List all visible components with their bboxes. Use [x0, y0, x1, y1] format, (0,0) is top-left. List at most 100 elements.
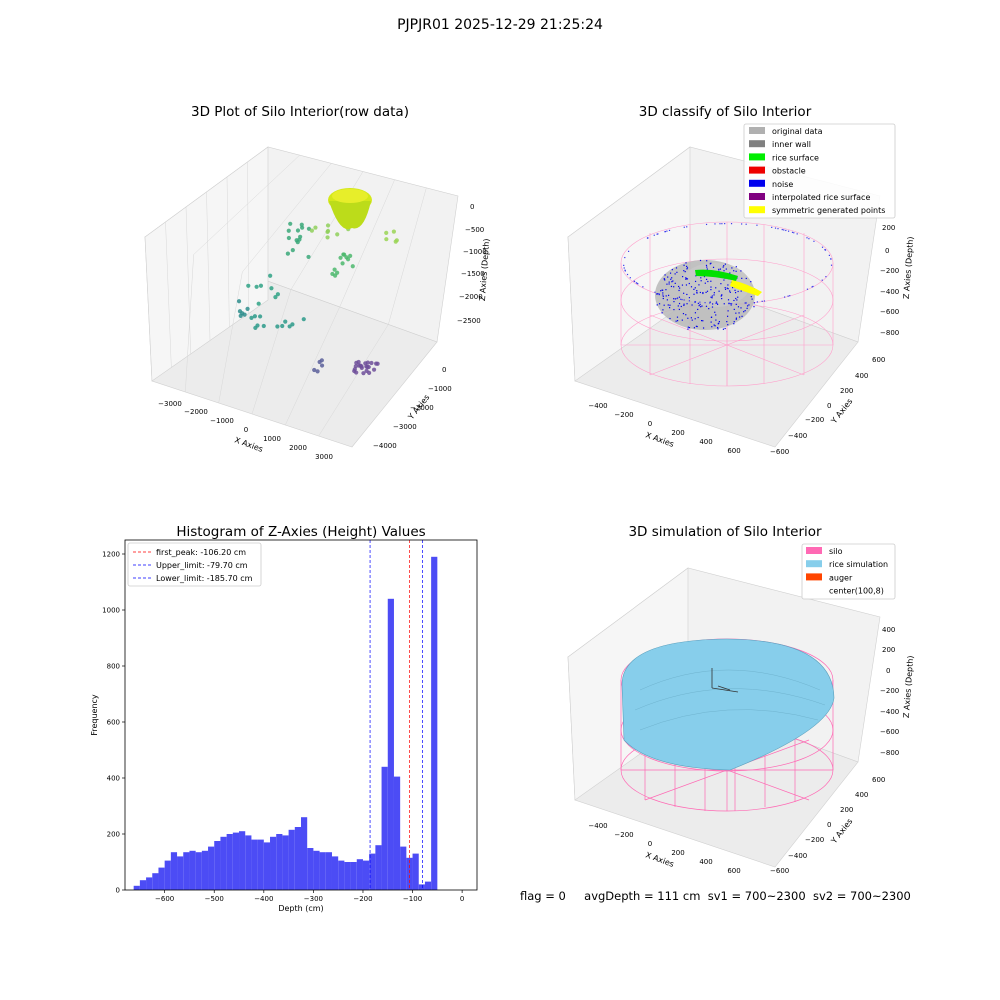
classify-legend-label: noise [772, 180, 793, 189]
histogram-bar [214, 841, 221, 890]
simulation-legend-swatch [806, 573, 822, 581]
histogram-bar [152, 873, 159, 890]
raw-scatter-point [384, 237, 389, 242]
histogram-chart[interactable]: −600 −500 −400 −300 −200 −100 0 0 200 400 600 800 1… [0, 500, 500, 1000]
classify-wall-point [724, 223, 726, 225]
classify-noise-point [720, 295, 722, 297]
histogram-bar [313, 850, 320, 890]
raw-xtick: 0 [244, 426, 248, 434]
histogram-xtick-label: −400 [254, 895, 273, 903]
classify-noise-point [733, 321, 735, 323]
simulation-3d-plot[interactable]: −400 −200 0 200 400 600 X Axies 600 400 … [500, 500, 1000, 900]
histogram-bar [245, 835, 252, 890]
raw-scatter-point [269, 286, 274, 291]
classify-noise-point [696, 289, 698, 292]
classify-noise-point [693, 327, 696, 329]
raw-scatter-point [286, 228, 291, 233]
classify-noise-point [697, 302, 699, 304]
histogram-bar [400, 846, 407, 890]
figure-suptitle: PJPJR01 2025-12-29 21:25:24 [397, 17, 603, 33]
classify-noise-point [729, 290, 731, 292]
classify-3d-plot[interactable]: −400 −200 0 200 400 600 X Axies 600 400 … [500, 0, 1000, 500]
classify-wall-point [709, 302, 711, 304]
classify-noise-point [670, 285, 673, 288]
classify-noise-point [674, 282, 676, 284]
classify-noise-point [727, 284, 729, 286]
classify-noise-point [706, 268, 708, 270]
classify-wall-point [623, 267, 625, 269]
classify-noise-point [711, 326, 713, 328]
classify-noise-point [734, 292, 737, 294]
classify-noise-point [694, 312, 697, 314]
classify-noise-point [677, 305, 679, 307]
classify-noise-point [727, 288, 729, 290]
raw-scatter-point [252, 314, 258, 319]
histogram-bar [164, 860, 171, 890]
classify-legend-swatch [749, 179, 765, 187]
classify-wall-point [666, 230, 668, 232]
histogram-bar [232, 832, 240, 890]
classify-noise-point [740, 290, 742, 292]
classify-noise-point [715, 287, 717, 289]
classify-noise-point [656, 304, 658, 306]
classify-ztick: 0 [885, 247, 889, 255]
raw-scatter-point [286, 235, 291, 241]
classify-noise-point [669, 317, 671, 320]
classify-noise-point [683, 264, 685, 266]
classify-noise-point [686, 267, 689, 269]
classify-wall-point [771, 226, 773, 228]
simulation-ytick: 0 [827, 821, 831, 829]
classify-noise-point [750, 281, 752, 283]
classify-ytick: 400 [855, 372, 868, 380]
classify-noise-point [735, 312, 737, 314]
classify-wall-point [627, 250, 630, 252]
raw-scatter-point [246, 283, 251, 288]
histogram-bar [226, 834, 233, 890]
histogram-bar [418, 884, 425, 890]
raw-scatter-point [240, 311, 245, 316]
raw-scatter-point [236, 299, 242, 304]
classify-wall-point [728, 302, 730, 305]
raw-scatter-point [367, 370, 372, 375]
simulation-zlabel: Z Axies (Depth) [902, 655, 915, 718]
classify-noise-point [694, 280, 697, 283]
histogram-bar [239, 831, 246, 890]
classify-noise-point [721, 298, 723, 300]
classify-panel-title: 3D classify of Silo Interior [638, 104, 812, 120]
classify-wall-point [665, 295, 667, 297]
classify-noise-point [711, 316, 713, 318]
classify-wall-point [796, 233, 798, 235]
histogram-y-ticks: 0 200 400 600 800 1000 1200 [102, 551, 125, 895]
classify-noise-point [674, 273, 676, 275]
classify-wall-point [721, 223, 723, 225]
histogram-bar [282, 835, 289, 890]
classify-wall-point [664, 230, 666, 233]
raw-scatter-point [371, 367, 377, 372]
histogram-legend-label: Upper_limit: -79.70 cm [156, 561, 248, 570]
classify-wall-point [763, 300, 766, 302]
classify-noise-point [738, 316, 741, 318]
classify-noise-point [723, 279, 725, 281]
classify-wall-point [781, 228, 783, 231]
histogram-bar [301, 817, 308, 890]
classify-noise-point [734, 289, 736, 291]
simulation-ztick: 0 [886, 667, 890, 675]
classify-noise-point [710, 286, 712, 288]
classify-noise-point [660, 290, 662, 292]
histogram-xtick-label: −200 [353, 895, 372, 903]
simulation-ztick: −800 [880, 749, 899, 757]
classify-wall-point [784, 296, 786, 298]
classify-wall-point [624, 269, 626, 271]
raw-scatter-point [354, 370, 359, 375]
simulation-ztick: 400 [882, 626, 895, 634]
raw-3d-plot[interactable]: −3000 −2000 −1000 0 1000 2000 3000 X Axi… [0, 0, 500, 500]
classify-noise-point [724, 263, 726, 265]
raw-scatter-points [236, 221, 399, 376]
classify-ztick: −400 [880, 288, 899, 296]
classify-ztick: −200 [880, 267, 899, 275]
classify-noise-point [694, 318, 696, 320]
classify-noise-point [663, 304, 665, 306]
classify-noise-point [700, 280, 702, 282]
raw-panel-title: 3D Plot of Silo Interior(row data) [191, 104, 409, 120]
raw-ztick: −2000 [459, 293, 483, 301]
